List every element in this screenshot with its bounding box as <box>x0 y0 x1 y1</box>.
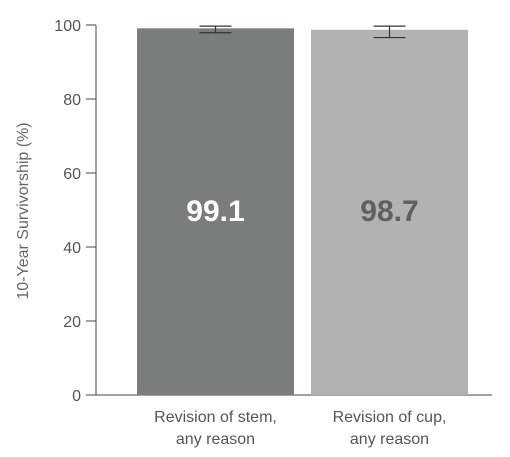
y-tick-label: 40 <box>63 240 81 257</box>
labels: 99.1 Revision of stem, any reason 98.7 Revis… <box>154 195 446 448</box>
bar-value-label: 99.1 <box>186 195 244 228</box>
x-category-label: Revision of cup, <box>333 409 447 426</box>
bar <box>311 29 468 396</box>
axes: 0 20 40 60 80 100 <box>54 18 492 405</box>
y-tick-label: 100 <box>54 18 81 35</box>
x-category-label: Revision of stem, <box>154 409 277 426</box>
y-tick-label: 0 <box>72 388 81 405</box>
y-axis-title: 10-Year Survivorship (%) <box>15 122 32 299</box>
error-bars <box>199 25 406 39</box>
x-category-label: any reason <box>350 431 429 448</box>
x-category-label: any reason <box>176 431 255 448</box>
y-tick-label: 60 <box>63 166 81 183</box>
bar-value-label: 98.7 <box>360 195 418 228</box>
y-tick-label: 80 <box>63 92 81 109</box>
bars <box>137 28 468 396</box>
y-tick-label: 20 <box>63 314 81 331</box>
bar <box>137 28 294 396</box>
